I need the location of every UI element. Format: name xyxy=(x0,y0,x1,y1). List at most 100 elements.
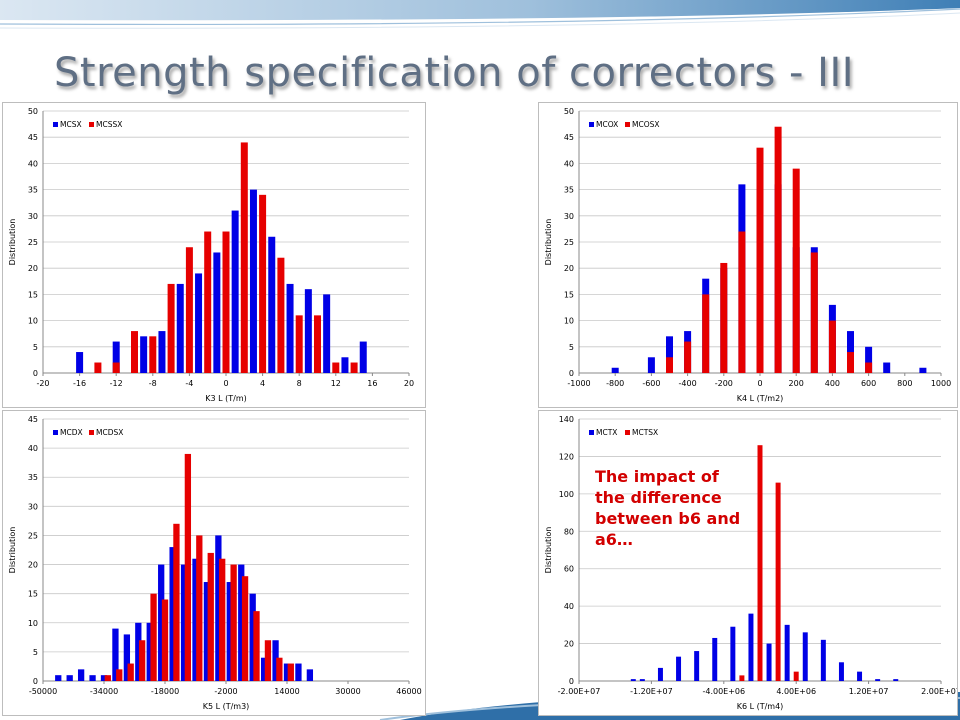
slide-title: Strength specification of correctors - I… xyxy=(54,50,855,96)
bar-mcsx xyxy=(112,341,120,373)
bar-mcssx xyxy=(222,231,230,373)
x-axis-title: K6 L (T/m4) xyxy=(737,702,784,711)
x-tick-label: -8 xyxy=(149,379,157,388)
bar-mcssx xyxy=(259,194,267,373)
legend-label: MCSX xyxy=(60,120,82,129)
bar-mcdsx xyxy=(276,657,283,681)
y-tick-label: 140 xyxy=(559,415,574,424)
chart-panel-k4: 0 5 10 15 20 25 30 35 40 45 50 -1000 -800 -600 -400 -20… xyxy=(538,102,958,408)
bar-mcdsx xyxy=(127,663,134,681)
x-tick-label: 200 xyxy=(789,379,804,388)
y-tick-label: 25 xyxy=(28,531,38,540)
bar-mcdsx xyxy=(253,611,260,681)
bar-mcssx xyxy=(350,362,358,373)
y-tick-label: 5 xyxy=(33,343,38,352)
x-tick-label: -800 xyxy=(606,379,624,388)
bar-mcosx xyxy=(774,126,782,373)
bar-mcdx xyxy=(226,582,233,681)
y-tick-label: 10 xyxy=(28,317,38,326)
bar-mcdx xyxy=(283,663,291,681)
bar-mcdsx xyxy=(116,669,123,681)
bar-mctsx xyxy=(793,671,799,681)
bar-mcsx xyxy=(286,283,294,373)
y-axis-title: Distribution xyxy=(8,219,17,266)
y-tick-label: 40 xyxy=(564,602,574,611)
bar-mcdsx xyxy=(150,593,157,681)
x-tick-label: -2.00E+07 xyxy=(558,687,601,696)
bar-mctsx xyxy=(775,482,781,681)
y-tick-label: 30 xyxy=(28,502,38,511)
bar-mcsx xyxy=(249,189,257,373)
bar-mcdsx xyxy=(230,564,237,681)
bar-mctx xyxy=(748,613,754,681)
legend-label: MCOSX xyxy=(632,120,660,129)
bar-mcssx xyxy=(314,315,321,373)
y-tick-label: 40 xyxy=(28,159,38,168)
y-tick-label: 0 xyxy=(569,369,574,378)
bar-mcdx xyxy=(295,663,302,681)
bar-mcssx xyxy=(185,247,193,373)
x-tick-label: 4 xyxy=(260,379,265,388)
bar-mctx xyxy=(838,662,844,681)
bar-mcdx xyxy=(135,622,142,681)
bar-mcdsx xyxy=(287,663,294,681)
chart-k3-svg: 0 5 10 15 20 25 30 35 40 45 50 -20 -16 -12 -8 -4 0 4 8 12 16… xyxy=(8,107,414,403)
x-tick-label: -18000 xyxy=(151,687,179,696)
bar-mctsx xyxy=(757,445,763,681)
bar-mcosx xyxy=(738,231,746,373)
x-tick-label: -16 xyxy=(73,379,86,388)
y-tick-label: 0 xyxy=(33,677,38,686)
x-axis-title: K3 L (T/m) xyxy=(205,394,247,403)
top-swoosh-decoration xyxy=(0,0,960,29)
y-tick-label: 20 xyxy=(564,264,574,273)
legend-swatch xyxy=(589,430,594,435)
y-tick-label: 60 xyxy=(564,565,574,574)
bar-mcosx xyxy=(847,352,854,373)
chart-k6-svg: 0 20 40 60 80 100 120 140 -2.00E+07 -1.20E+07 -4.0… xyxy=(544,415,957,711)
y-tick-label: 80 xyxy=(564,527,574,536)
legend-label: MCSSX xyxy=(96,120,122,129)
y-tick-label: 25 xyxy=(28,238,38,247)
chart-panel-k6: 0 20 40 60 80 100 120 140 -2.00E+07 -1.20E+07 -4.0… xyxy=(538,410,958,716)
bar-mcsx xyxy=(158,331,166,373)
bar-mcsx xyxy=(213,252,221,373)
x-tick-label: 0 xyxy=(757,379,762,388)
bar-mcssx xyxy=(204,231,212,373)
x-tick-label: -12 xyxy=(110,379,123,388)
x-tick-label: 1000 xyxy=(931,379,951,388)
bar-mcdx xyxy=(249,593,256,681)
x-tick-label: 8 xyxy=(297,379,302,388)
bar-mcdsx xyxy=(104,675,111,681)
bar-mctx xyxy=(784,624,790,681)
y-tick-label: 5 xyxy=(569,343,574,352)
bar-mcdx xyxy=(89,675,96,681)
y-tick-label: 45 xyxy=(28,133,38,142)
y-tick-label: 25 xyxy=(564,238,574,247)
legend-label: MCDX xyxy=(60,428,83,437)
bar-mcssx xyxy=(149,336,157,373)
bar-mcssx xyxy=(112,362,120,373)
y-tick-label: 45 xyxy=(564,133,574,142)
impact-annotation: The impact of the difference between b6 … xyxy=(595,467,741,549)
y-tick-label: 35 xyxy=(28,186,38,195)
bar-mcosx xyxy=(865,362,873,373)
bar-mcosx xyxy=(792,168,800,373)
bar-mcsx xyxy=(176,283,184,373)
bar-mcdsx xyxy=(219,558,226,681)
bar-mcox xyxy=(919,367,927,373)
y-tick-label: 40 xyxy=(28,444,38,453)
bar-mcosx xyxy=(828,320,836,373)
legend-swatch xyxy=(89,430,94,435)
x-tick-label: -600 xyxy=(642,379,660,388)
y-tick-label: 10 xyxy=(564,317,574,326)
chart-k4-svg: 0 5 10 15 20 25 30 35 40 45 50 -1000 -800 -600 -400 -20… xyxy=(544,107,951,403)
y-tick-label: 20 xyxy=(28,561,38,570)
x-tick-label: 0 xyxy=(223,379,228,388)
legend-label: MCTX xyxy=(596,428,617,437)
bar-mctx xyxy=(639,679,645,681)
bar-mcssx xyxy=(277,257,285,373)
legend-swatch xyxy=(53,122,58,127)
x-tick-label: 1.20E+07 xyxy=(849,687,889,696)
bar-mcosx xyxy=(684,341,692,373)
y-tick-label: 50 xyxy=(28,107,38,116)
